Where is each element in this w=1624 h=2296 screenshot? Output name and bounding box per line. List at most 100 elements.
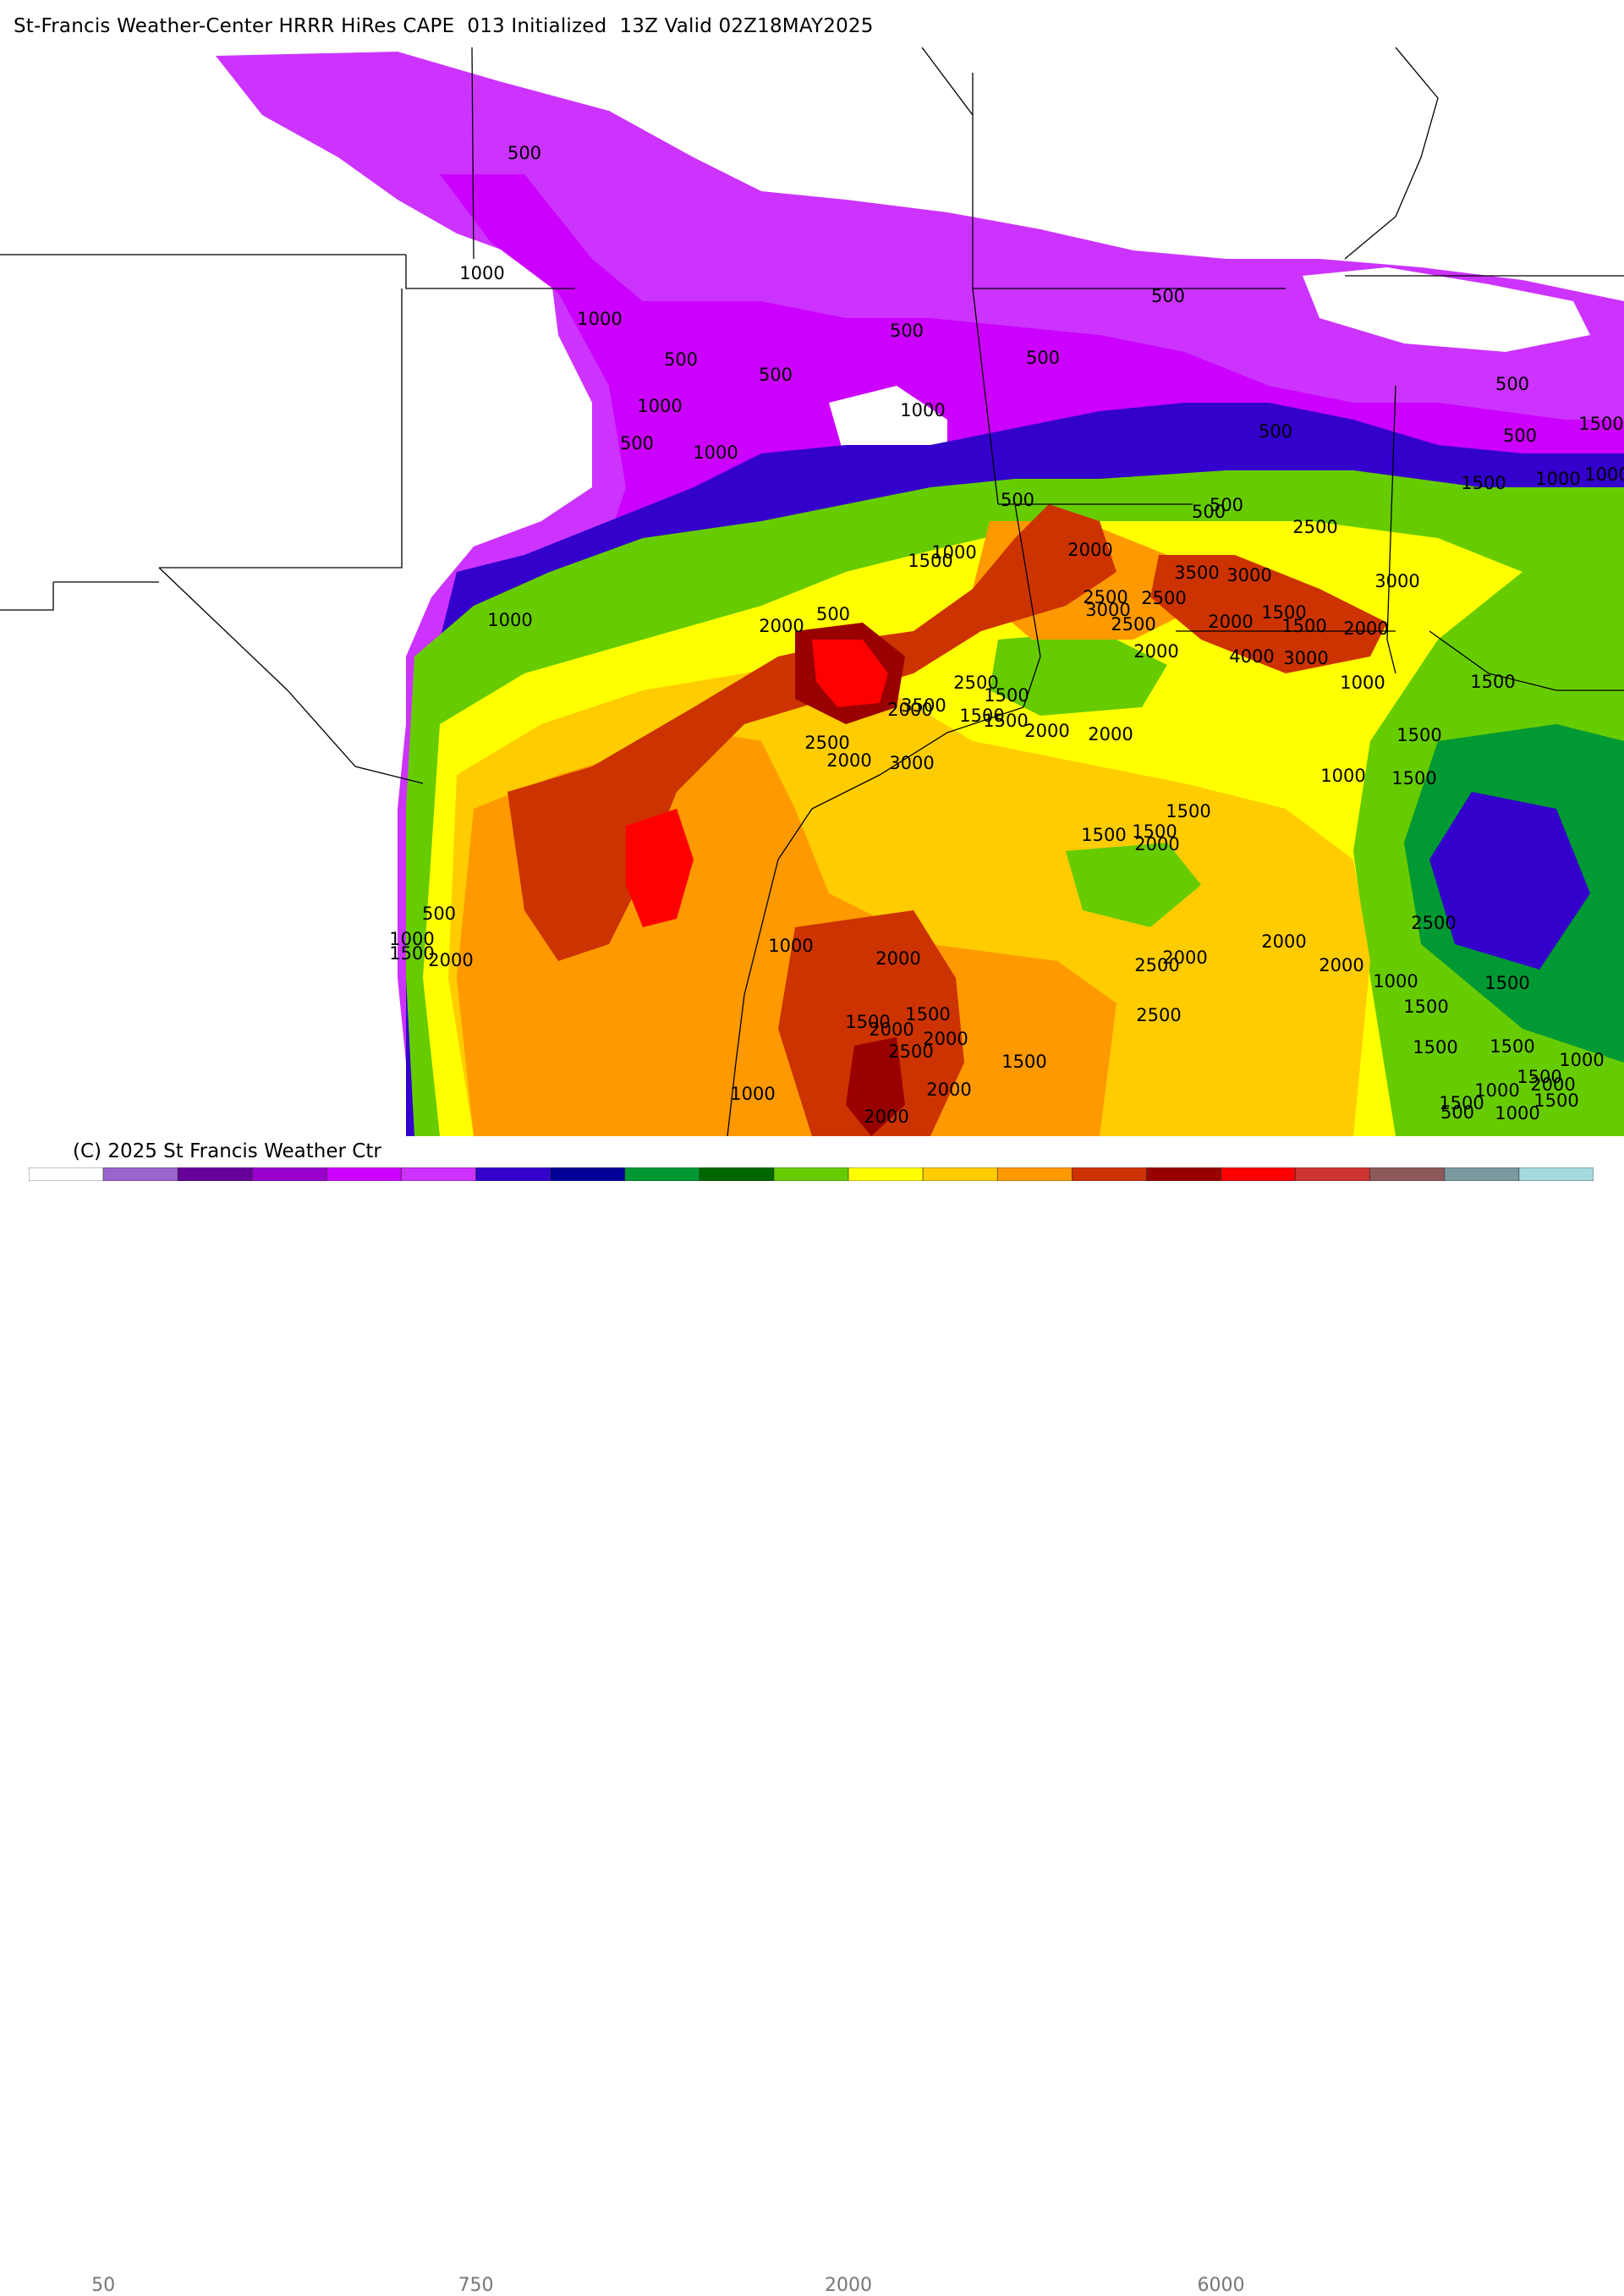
- contour-label: 3500: [901, 695, 946, 716]
- contour-label: 2000: [826, 750, 871, 771]
- contour-label: 1500: [1470, 672, 1515, 692]
- contour-label: 1500: [1081, 825, 1126, 845]
- contour-label: 500: [1440, 1102, 1474, 1123]
- colorbar-swatch: [1369, 1167, 1446, 1181]
- contour-label: 1500: [1001, 1052, 1046, 1072]
- contour-labels: 5001000100050050050050050050050010005001…: [389, 143, 1624, 1127]
- contour-label: 2000: [1530, 1074, 1575, 1095]
- contour-label: 1000: [900, 400, 945, 420]
- contour-label: 500: [759, 365, 793, 385]
- contour-label: 1500: [905, 1004, 950, 1024]
- contour-label: 2500: [1136, 1005, 1181, 1025]
- contour-label: 2000: [1024, 721, 1069, 741]
- contour-label: 2000: [864, 1107, 908, 1127]
- cape-field: [216, 52, 1624, 1136]
- contour-label: 1000: [389, 929, 434, 949]
- contour-label: 1000: [1474, 1080, 1519, 1101]
- colorbar-swatch: [401, 1167, 476, 1181]
- boundaries: [0, 47, 1624, 1136]
- contour-label: 1000: [487, 610, 532, 630]
- colorbar-swatch: [1518, 1167, 1594, 1181]
- contour-label: 1000: [637, 396, 682, 416]
- copyright-credit: (C) 2025 St Francis Weather Ctr: [73, 1140, 381, 1162]
- contour-label: 3000: [1085, 600, 1130, 620]
- contour-label: 2000: [1162, 948, 1207, 968]
- contour-label: 2000: [1319, 955, 1363, 975]
- contour-label: 500: [1001, 490, 1034, 510]
- contour-label: 500: [1210, 495, 1243, 515]
- contour-label: 3000: [1226, 565, 1271, 585]
- contour-label: 1000: [1373, 971, 1418, 991]
- contour-label: 1500: [1281, 616, 1326, 636]
- contour-label: 2000: [1133, 641, 1178, 662]
- contour-label: 1500: [908, 551, 952, 571]
- contour-label: 2500: [1411, 913, 1456, 933]
- contour-label: 2500: [1141, 588, 1186, 608]
- colorbar-swatch: [1295, 1167, 1371, 1181]
- contour-label: 2000: [1134, 834, 1179, 854]
- contour-label: 1000: [730, 1084, 775, 1104]
- contour-label: 2000: [1261, 931, 1306, 952]
- contour-label: 1500: [1484, 973, 1529, 993]
- contour-label: 500: [816, 604, 850, 624]
- colorbar-swatch: [177, 1167, 253, 1181]
- colorbar-tick-label: 6000: [1197, 2275, 1245, 2296]
- contour-label: 1500: [1396, 725, 1441, 745]
- contour-label: 500: [1192, 502, 1226, 522]
- contour-label: 1000: [768, 936, 813, 956]
- contour-label: 1500: [984, 685, 1029, 706]
- contour-label: 500: [1503, 426, 1537, 446]
- contour-label: 2500: [1083, 587, 1127, 607]
- colorbar-swatch: [699, 1167, 775, 1181]
- contour-label: 1000: [1320, 766, 1365, 786]
- contour-label: 3000: [889, 753, 934, 773]
- contour-label: 1000: [1535, 469, 1580, 489]
- contour-label: 2000: [869, 1019, 914, 1040]
- contour-label: 500: [422, 904, 456, 924]
- contour-label: 1500: [1391, 768, 1436, 788]
- contour-label: 2000: [1208, 612, 1253, 632]
- contour-label: 1500: [1132, 821, 1177, 842]
- colorbar-swatch: [475, 1167, 551, 1181]
- colorbar-tick-label: 750: [458, 2275, 494, 2296]
- contour-label: 1500: [1533, 1090, 1578, 1111]
- contour-label: 1500: [1461, 473, 1506, 493]
- colorbar-tick-label: 50: [91, 2275, 116, 2296]
- colorbar-swatch: [1444, 1167, 1520, 1181]
- contour-label: 1500: [1166, 801, 1210, 821]
- contour-label: 1500: [1261, 602, 1306, 623]
- contour-label: 2500: [1292, 517, 1337, 537]
- contour-label: 2500: [888, 1041, 933, 1062]
- contour-label: 1500: [389, 943, 434, 964]
- contour-label: 500: [890, 321, 924, 341]
- colorbar-swatch: [326, 1167, 402, 1181]
- contour-label: 1000: [459, 263, 504, 283]
- contour-label: 500: [1495, 374, 1529, 394]
- contour-label: 500: [664, 349, 698, 370]
- contour-label: 2000: [875, 948, 920, 969]
- cape-colorbar: [29, 1167, 1594, 1181]
- colorbar-swatch: [922, 1167, 998, 1181]
- colorbar-swatch: [996, 1167, 1073, 1181]
- contour-label: 1500: [983, 711, 1028, 731]
- colorbar-swatch: [251, 1167, 327, 1181]
- contour-label: 500: [1259, 421, 1292, 442]
- contour-label: 1000: [1340, 673, 1385, 693]
- contour-label: 1500: [1517, 1067, 1561, 1087]
- contour-label: 1500: [959, 706, 1004, 726]
- contour-label: 2000: [923, 1029, 968, 1049]
- contour-label: 1500: [1439, 1093, 1484, 1113]
- contour-label: 1000: [1559, 1050, 1604, 1070]
- contour-label: 500: [1151, 286, 1185, 306]
- contour-label: 1500: [1403, 997, 1448, 1017]
- contour-label: 3000: [1374, 571, 1419, 591]
- contour-label: 2000: [1067, 540, 1112, 560]
- map-title: St-Francis Weather-Center HRRR HiRes CAP…: [14, 15, 874, 37]
- contour-label: 3500: [1174, 563, 1219, 583]
- contour-label: 2000: [1088, 724, 1133, 744]
- contour-label: 2000: [887, 700, 932, 720]
- contour-label: 2500: [1134, 955, 1179, 975]
- contour-label: 2500: [804, 733, 849, 753]
- contour-label: 1500: [845, 1012, 890, 1032]
- contour-label: 500: [620, 433, 654, 453]
